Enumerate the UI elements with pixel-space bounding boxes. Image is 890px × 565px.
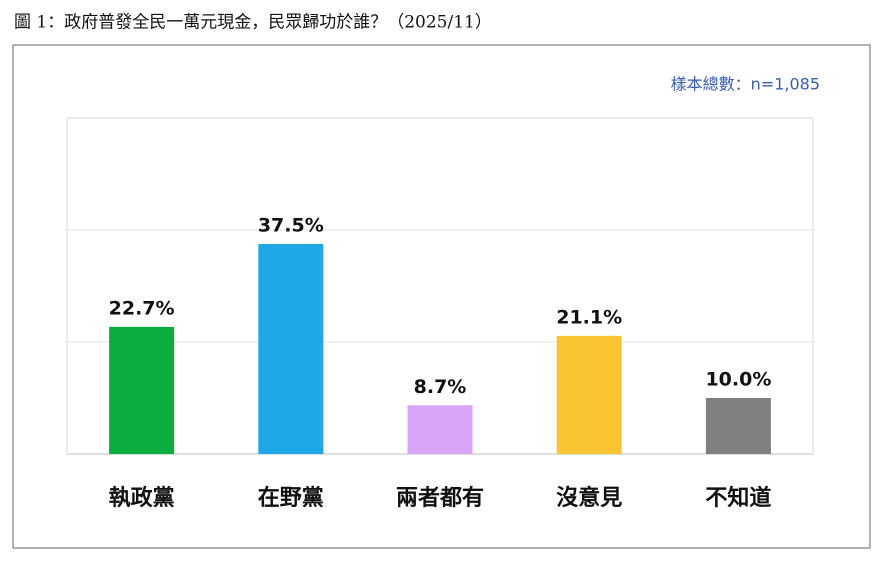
outer-frame — [12, 44, 871, 549]
chart-title: 圖 1：政府普發全民一萬元現金，民眾歸功於誰？（2025/11） — [14, 13, 492, 33]
x-tick-label: 在野黨 — [258, 485, 324, 511]
plot-frame — [66, 117, 814, 455]
x-tick-label: 兩者都有 — [396, 485, 484, 511]
bar — [705, 398, 771, 454]
bar — [407, 405, 473, 454]
x-tick-label: 不知道 — [705, 485, 771, 511]
x-tick-label: 執政黨 — [109, 485, 175, 511]
value-label: 21.1% — [556, 306, 622, 328]
sample-size: 樣本總數：n=1,085 — [671, 75, 820, 94]
value-label: 8.7% — [414, 376, 467, 398]
value-label: 37.5% — [258, 215, 324, 237]
value-label: 22.7% — [109, 297, 175, 319]
bar — [258, 244, 324, 454]
x-tick-label: 沒意見 — [556, 485, 622, 511]
value-label: 10.0% — [705, 369, 771, 391]
bar — [556, 335, 622, 454]
bar — [109, 326, 175, 454]
